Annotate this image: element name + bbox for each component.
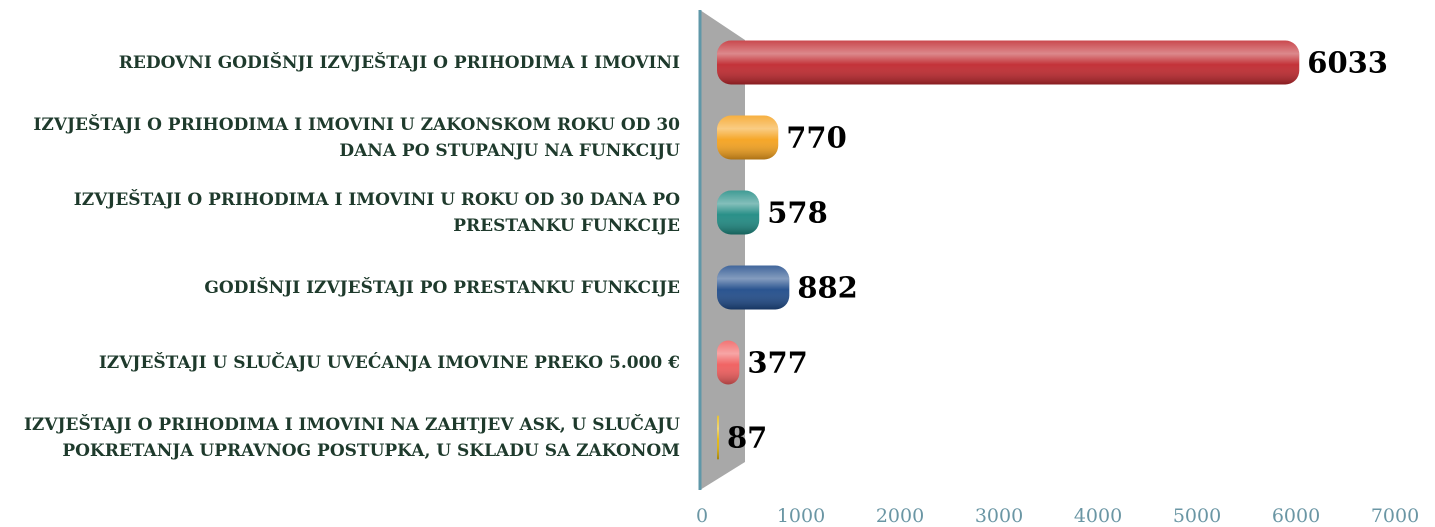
x-tick-label: 0 xyxy=(696,505,708,527)
x-tick-label: 7000 xyxy=(1371,505,1419,527)
x-tick-label: 6000 xyxy=(1272,505,1320,527)
bar-shine xyxy=(717,415,719,460)
value-label: 578 xyxy=(767,196,828,230)
category-label: REDOVNI GODIŠNJI IZVJEŠTAJI O PRIHODIMA … xyxy=(118,52,680,73)
category-label: GODIŠNJI IZVJEŠTAJI PO PRESTANKU FUNKCIJ… xyxy=(204,277,680,298)
x-tick-label: 1000 xyxy=(777,505,825,527)
x-tick-label: 4000 xyxy=(1074,505,1122,527)
value-label: 377 xyxy=(747,346,808,380)
value-label: 87 xyxy=(727,421,767,455)
bar-shine xyxy=(717,190,760,235)
x-tick-label: 3000 xyxy=(975,505,1023,527)
category-label: IZVJEŠTAJI O PRIHODIMA I IMOVINI U ZAKON… xyxy=(33,114,680,161)
value-label: 770 xyxy=(786,121,847,155)
bar-shine xyxy=(717,40,1300,85)
category-label: IZVJEŠTAJI U SLUČAJU UVEĆANJA IMOVINE PR… xyxy=(98,352,680,373)
value-label: 6033 xyxy=(1307,46,1388,80)
value-label: 882 xyxy=(797,271,858,305)
category-label: IZVJEŠTAJI O PRIHODIMA I IMOVINI NA ZAHT… xyxy=(23,414,680,461)
bar-shine xyxy=(717,340,740,385)
category-label: IZVJEŠTAJI O PRIHODIMA I IMOVINI U ROKU … xyxy=(73,189,680,236)
x-tick-label: 5000 xyxy=(1173,505,1221,527)
x-tick-label: 2000 xyxy=(876,505,924,527)
bar-shine xyxy=(717,115,779,160)
bar-shine xyxy=(717,265,790,310)
